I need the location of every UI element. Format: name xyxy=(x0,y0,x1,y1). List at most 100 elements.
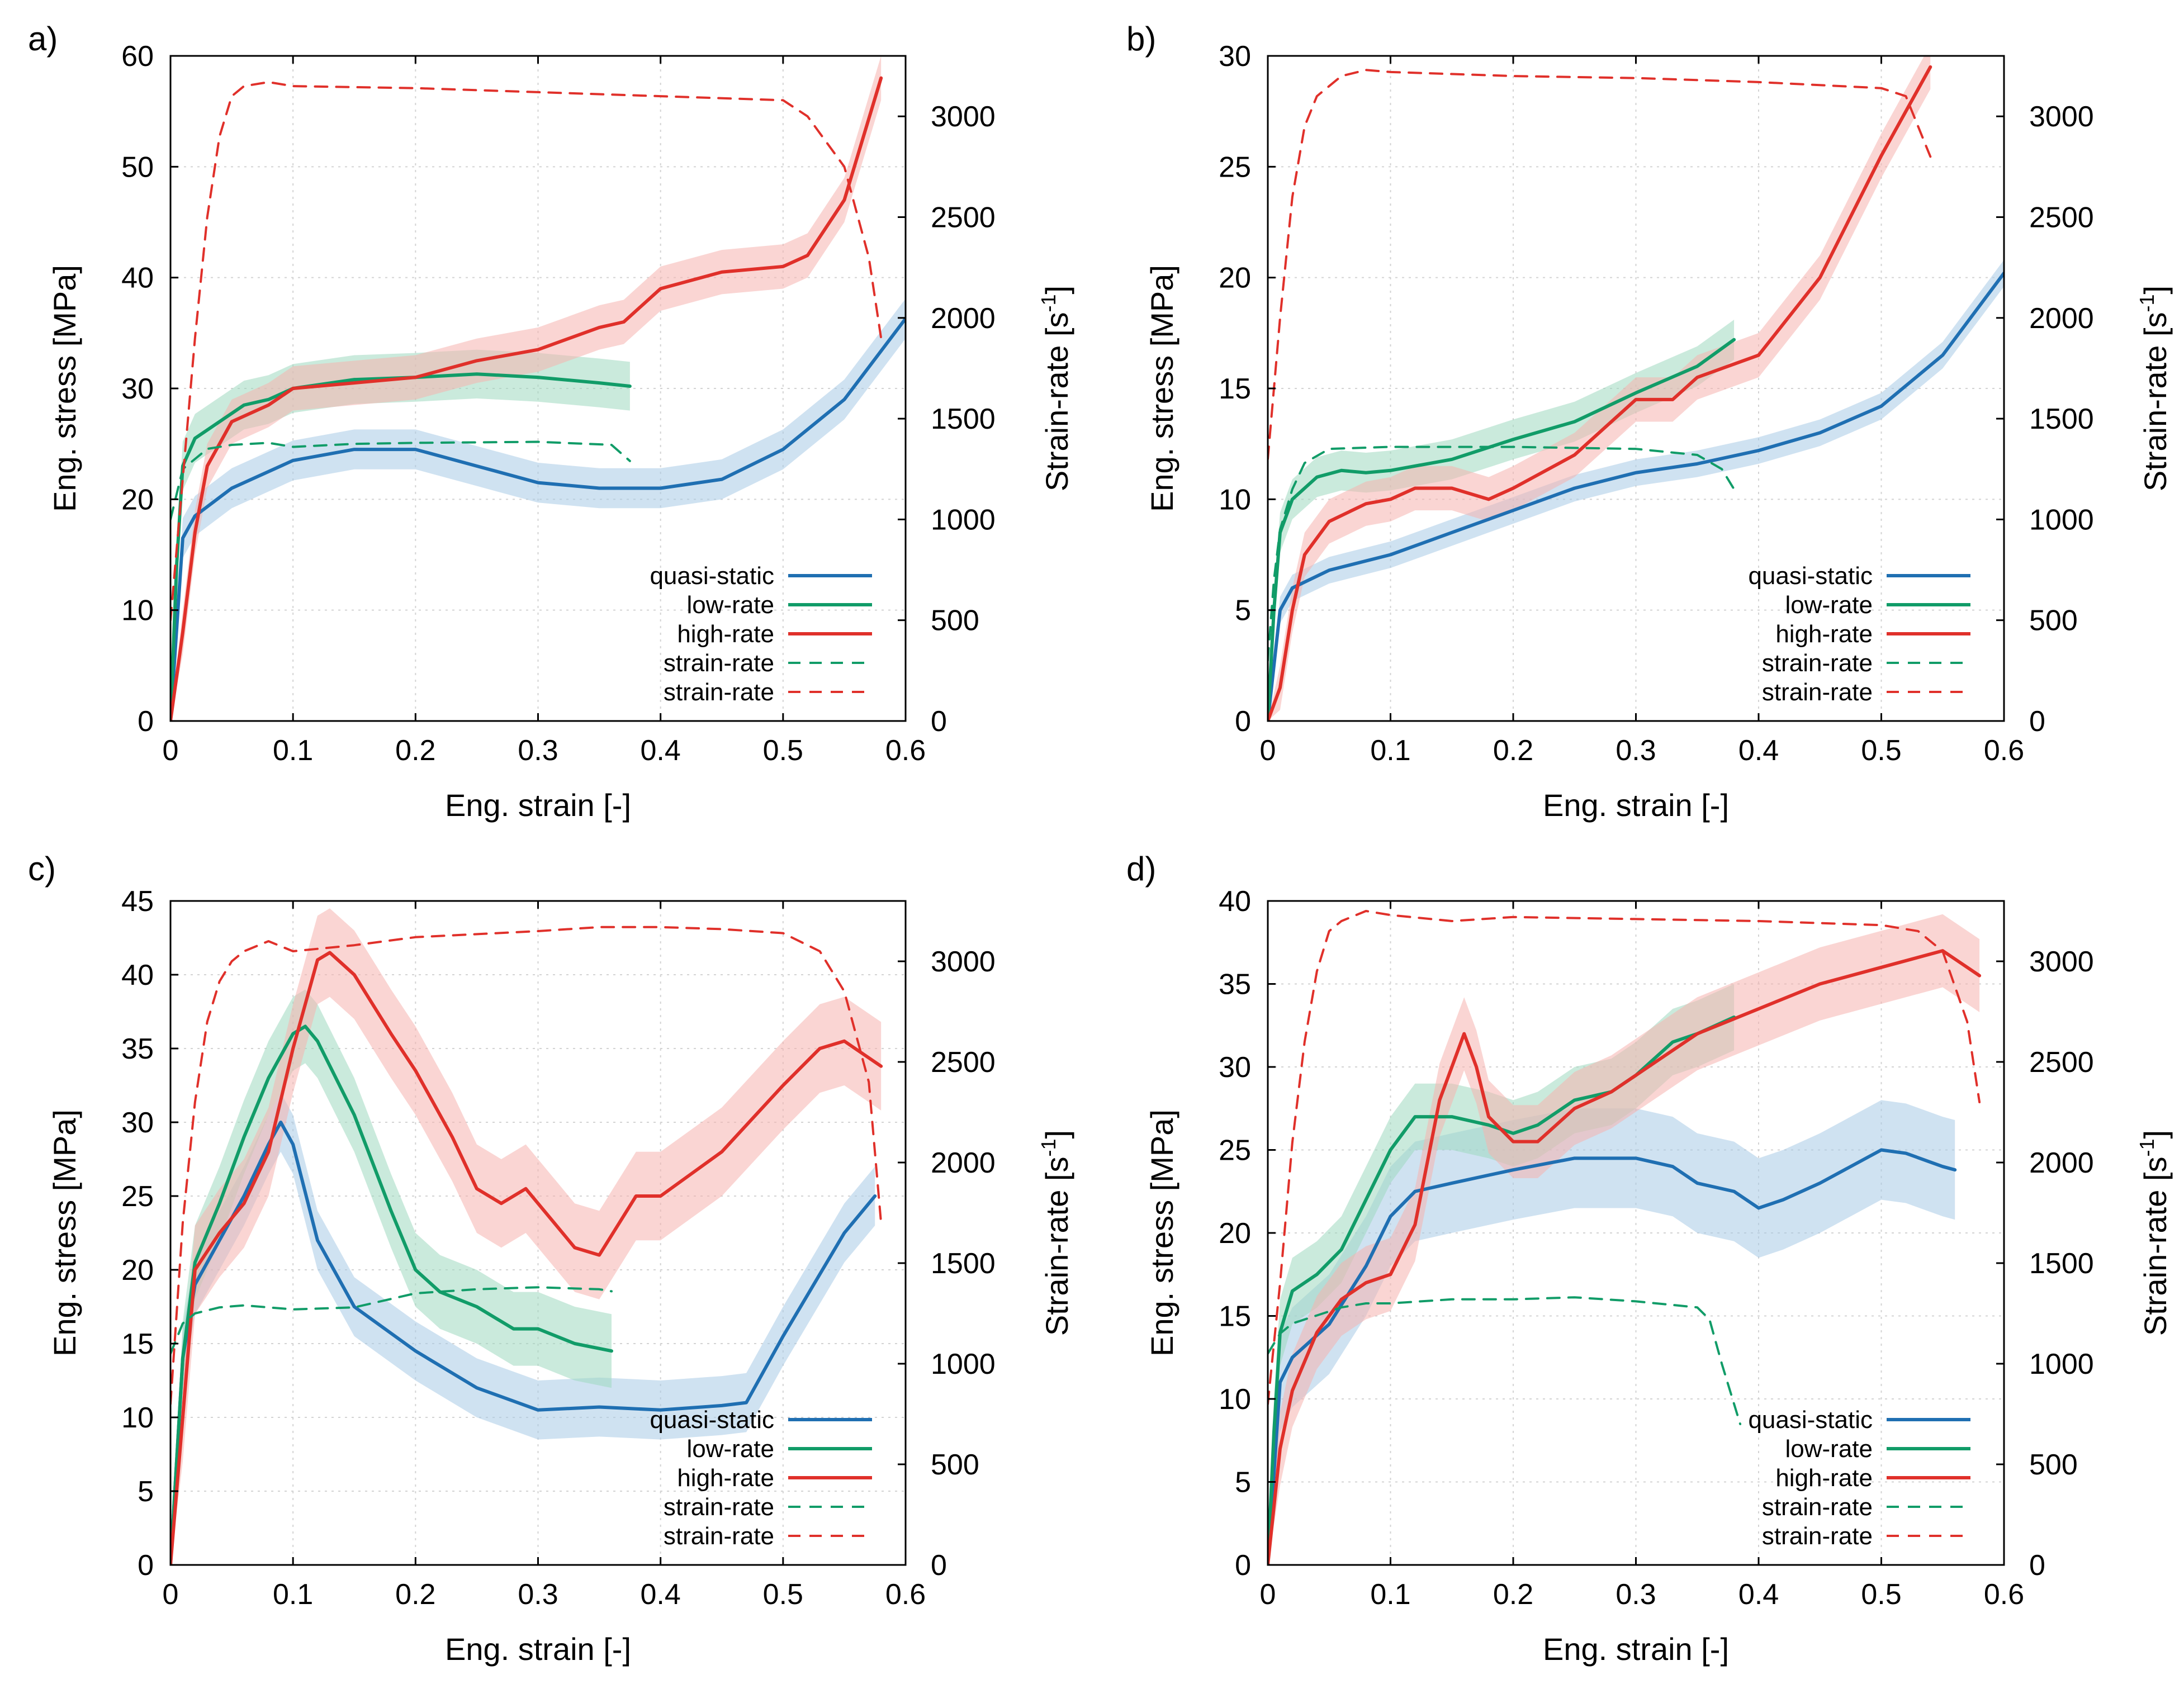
y2-tick-label: 2000 xyxy=(2029,1147,2094,1179)
series-line-strain-rate-4 xyxy=(170,926,883,1405)
x-tick-label: 0.1 xyxy=(273,1578,313,1611)
series-line-strain-rate-4 xyxy=(1268,69,1932,461)
y-tick-label: 10 xyxy=(1219,1383,1251,1416)
y-tick-label: 5 xyxy=(1235,1467,1251,1499)
band-high-rate-2 xyxy=(1268,914,1980,1565)
x-axis-label: Eng. strain [-] xyxy=(445,1631,631,1667)
y2-tick-label: 1000 xyxy=(2029,1348,2094,1380)
y2-tick-label: 1500 xyxy=(931,403,996,435)
series-line-quasi-static-0 xyxy=(170,1121,877,1565)
legend-label: strain-rate xyxy=(664,1522,774,1550)
x-tick-label: 0.2 xyxy=(395,1578,435,1611)
y2-label-end: ] xyxy=(2138,1130,2173,1139)
panel-c: c)0 0.1 0.2 0.3 0.4 0.5 0.60510152025303540450… xyxy=(28,850,1074,1667)
y-tick-label: 10 xyxy=(121,1402,154,1434)
panel-label: c) xyxy=(28,850,56,888)
legend-label: strain-rate xyxy=(1762,679,1873,706)
x-tick-label: 0.2 xyxy=(395,734,435,767)
y2-tick-label: 1000 xyxy=(2029,504,2094,536)
y2-label-main: Strain-rate [s xyxy=(2138,312,2173,492)
plot-content xyxy=(170,908,883,1565)
y2-tick-label: 2000 xyxy=(2029,302,2094,335)
y-tick-label: 40 xyxy=(1219,885,1251,918)
y2-label-sup: -1 xyxy=(1037,294,1060,312)
x-axis-label: Eng. strain [-] xyxy=(1543,1631,1729,1667)
legend-label: quasi-static xyxy=(1748,1406,1873,1434)
y-tick-label: 5 xyxy=(138,1475,154,1508)
x-tick-label: 0.3 xyxy=(1616,734,1656,767)
y2-label-main: Strain-rate [s xyxy=(1039,1157,1074,1336)
y-tick-label: 15 xyxy=(1219,1301,1251,1333)
y2-tick-label: 500 xyxy=(2029,605,2078,637)
legend-label: strain-rate xyxy=(1762,1522,1873,1550)
y-tick-label: 25 xyxy=(121,1180,154,1213)
series-line-high-rate-2 xyxy=(170,951,883,1565)
y2-label-sup: -1 xyxy=(1037,1138,1060,1156)
x-tick-label: 0.1 xyxy=(1370,734,1410,767)
legend-label: low-rate xyxy=(1785,1435,1873,1463)
y2-label-main: Strain-rate [s xyxy=(2138,1157,2173,1336)
x-tick-label: 0.5 xyxy=(763,1578,803,1611)
panel-a: a)0 0.1 0.2 0.3 0.4 0.5 0.60102030405060050010… xyxy=(28,20,1074,823)
band-quasi-static-0 xyxy=(1268,1100,1955,1565)
y-tick-label: 15 xyxy=(1219,373,1251,405)
y-axis-label: Eng. stress [MPa] xyxy=(1144,1109,1179,1356)
y2-tick-label: 3000 xyxy=(2029,101,2094,133)
series-line-quasi-static-0 xyxy=(1268,271,2004,721)
series-line-low-rate-1 xyxy=(170,1024,613,1565)
plot-content xyxy=(170,56,906,721)
band-high-rate-2 xyxy=(1268,56,1931,721)
legend: quasi-staticlow-ratehigh-ratestrain-rate… xyxy=(1748,562,1970,706)
legend: quasi-staticlow-ratehigh-ratestrain-rate… xyxy=(650,1406,872,1550)
legend-label: strain-rate xyxy=(664,679,774,706)
y-tick-label: 45 xyxy=(121,885,154,918)
x-tick-label: 0.3 xyxy=(1616,1578,1656,1611)
y2-tick-label: 2500 xyxy=(2029,201,2094,234)
y2-tick-label: 2500 xyxy=(931,1046,996,1079)
y2-tick-label: 500 xyxy=(2029,1449,2078,1481)
y2-tick-label: 3000 xyxy=(931,101,996,133)
y2-axis-label: Strain-rate [s-1] xyxy=(2135,1130,2173,1336)
y-tick-label: 0 xyxy=(1235,1549,1251,1582)
y-tick-label: 10 xyxy=(121,595,154,627)
legend-label: high-rate xyxy=(1775,1464,1873,1492)
x-tick-label: 0.5 xyxy=(1861,1578,1901,1611)
x-tick-label: 0 xyxy=(1260,734,1276,767)
series-line-quasi-static-0 xyxy=(1268,1148,1957,1565)
x-tick-label: 0 xyxy=(163,1578,179,1611)
x-tick-label: 0.6 xyxy=(1984,1578,2024,1611)
y2-label-end: ] xyxy=(1039,286,1074,295)
y-tick-label: 20 xyxy=(1219,1217,1251,1250)
x-tick-label: 0.2 xyxy=(1493,1578,1533,1611)
x-tick-label: 0.6 xyxy=(1984,734,2024,767)
legend-label: high-rate xyxy=(1775,620,1873,648)
legend-label: strain-rate xyxy=(1762,649,1873,677)
x-tick-label: 0.1 xyxy=(273,734,313,767)
y2-tick-label: 1500 xyxy=(2029,1247,2094,1280)
series-line-strain-rate-3 xyxy=(170,1286,613,1355)
plot-content xyxy=(1268,910,1982,1565)
series-line-low-rate-1 xyxy=(1268,338,1736,721)
y2-label-sup: -1 xyxy=(2135,1138,2158,1156)
y2-axis-label: Strain-rate [s-1] xyxy=(2135,286,2173,491)
y2-tick-label: 3000 xyxy=(931,946,996,978)
y-tick-label: 0 xyxy=(138,705,154,738)
panel-d: d)0 0.1 0.2 0.3 0.4 0.5 0.60510152025303540050… xyxy=(1126,850,2173,1667)
y-tick-label: 10 xyxy=(1219,483,1251,516)
y2-tick-label: 1500 xyxy=(2029,403,2094,435)
y2-tick-label: 0 xyxy=(931,1549,947,1582)
y2-axis-label: Strain-rate [s-1] xyxy=(1037,1130,1074,1336)
legend-label: quasi-static xyxy=(650,1406,774,1434)
y-tick-label: 35 xyxy=(121,1033,154,1065)
legend-label: strain-rate xyxy=(1762,1493,1873,1521)
legend-label: high-rate xyxy=(677,620,774,648)
y2-tick-label: 1000 xyxy=(931,1348,996,1380)
series-line-strain-rate-3 xyxy=(170,440,631,521)
legend-label: low-rate xyxy=(687,1435,775,1463)
x-tick-label: 0.2 xyxy=(1493,734,1533,767)
x-tick-label: 0.3 xyxy=(518,734,558,767)
y2-tick-label: 500 xyxy=(931,605,979,637)
y-tick-label: 15 xyxy=(121,1328,154,1360)
series-line-high-rate-2 xyxy=(1268,65,1932,721)
x-tick-label: 0.5 xyxy=(1861,734,1901,767)
